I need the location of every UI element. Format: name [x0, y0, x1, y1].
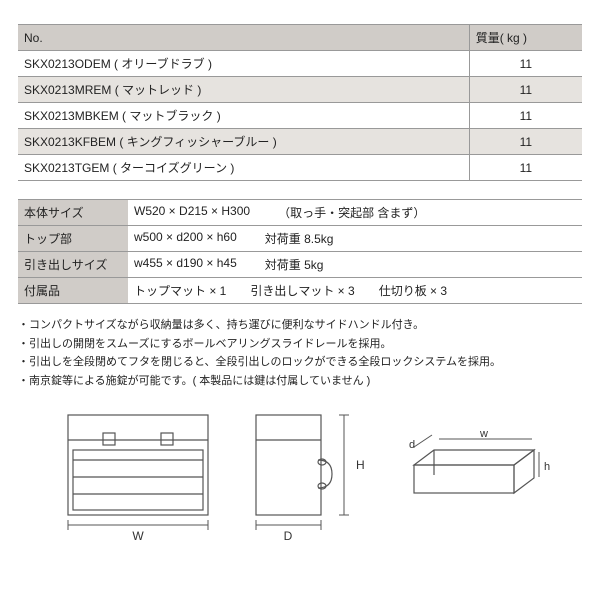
cell-mass: 11 — [469, 103, 582, 129]
spec-value: トップマット × 1 引き出しマット × 3 仕切り板 × 3 — [128, 278, 582, 304]
spec-label: 付属品 — [18, 278, 128, 304]
label-h: h — [544, 461, 550, 473]
th-no: No. — [18, 25, 469, 51]
label-w: w — [479, 428, 488, 440]
cell-no: SKX0213MREM ( マットレッド ) — [18, 77, 469, 103]
cell-no: SKX0213ODEM ( オリーブドラブ ) — [18, 51, 469, 77]
note-item: 引出しを全段閉めてフタを閉じると、全段引出しのロックができる全段ロックシステムを… — [18, 353, 582, 372]
cell-mass: 11 — [469, 129, 582, 155]
spec-value: w500 × d200 × h60対荷重 8.5kg — [128, 226, 582, 252]
cell-mass: 11 — [469, 77, 582, 103]
cell-no: SKX0213MBKEM ( マットブラック ) — [18, 103, 469, 129]
spec-table: 本体サイズ W520 × D215 × H300（取っ手・突起部 含まず） トッ… — [18, 199, 582, 304]
note-item: コンパクトサイズながら収納量は多く、持ち運びに便利なサイドハンドル付き。 — [18, 316, 582, 335]
label-H: H — [356, 458, 365, 472]
note-item: 引出しの開閉をスムーズにするボールベアリングスライドレールを採用。 — [18, 335, 582, 354]
cell-no: SKX0213KFBEM ( キングフィッシャーブルー ) — [18, 129, 469, 155]
label-W: W — [132, 529, 144, 543]
spec-label: トップ部 — [18, 226, 128, 252]
diagram-drawer: d w h — [384, 425, 554, 545]
label-d: d — [409, 439, 415, 451]
spec-value: w455 × d190 × h45対荷重 5kg — [128, 252, 582, 278]
product-table: No. 質量( kg ) SKX0213ODEM ( オリーブドラブ )11 S… — [18, 24, 582, 181]
spec-label: 引き出しサイズ — [18, 252, 128, 278]
spec-label: 本体サイズ — [18, 200, 128, 226]
diagram-front: W — [58, 405, 228, 545]
cell-mass: 11 — [469, 51, 582, 77]
spec-value: W520 × D215 × H300（取っ手・突起部 含まず） — [128, 200, 582, 226]
note-item: 南京錠等による施錠が可能です。( 本製品には鍵は付属していません ) — [18, 372, 582, 391]
diagram-side: D H — [246, 405, 366, 545]
cell-mass: 11 — [469, 155, 582, 181]
th-mass: 質量( kg ) — [469, 25, 582, 51]
label-D: D — [284, 529, 293, 543]
cell-no: SKX0213TGEM ( ターコイズグリーン ) — [18, 155, 469, 181]
dimension-diagrams: W D H — [58, 405, 582, 545]
notes-list: コンパクトサイズながら収納量は多く、持ち運びに便利なサイドハンドル付き。 引出し… — [18, 316, 582, 391]
